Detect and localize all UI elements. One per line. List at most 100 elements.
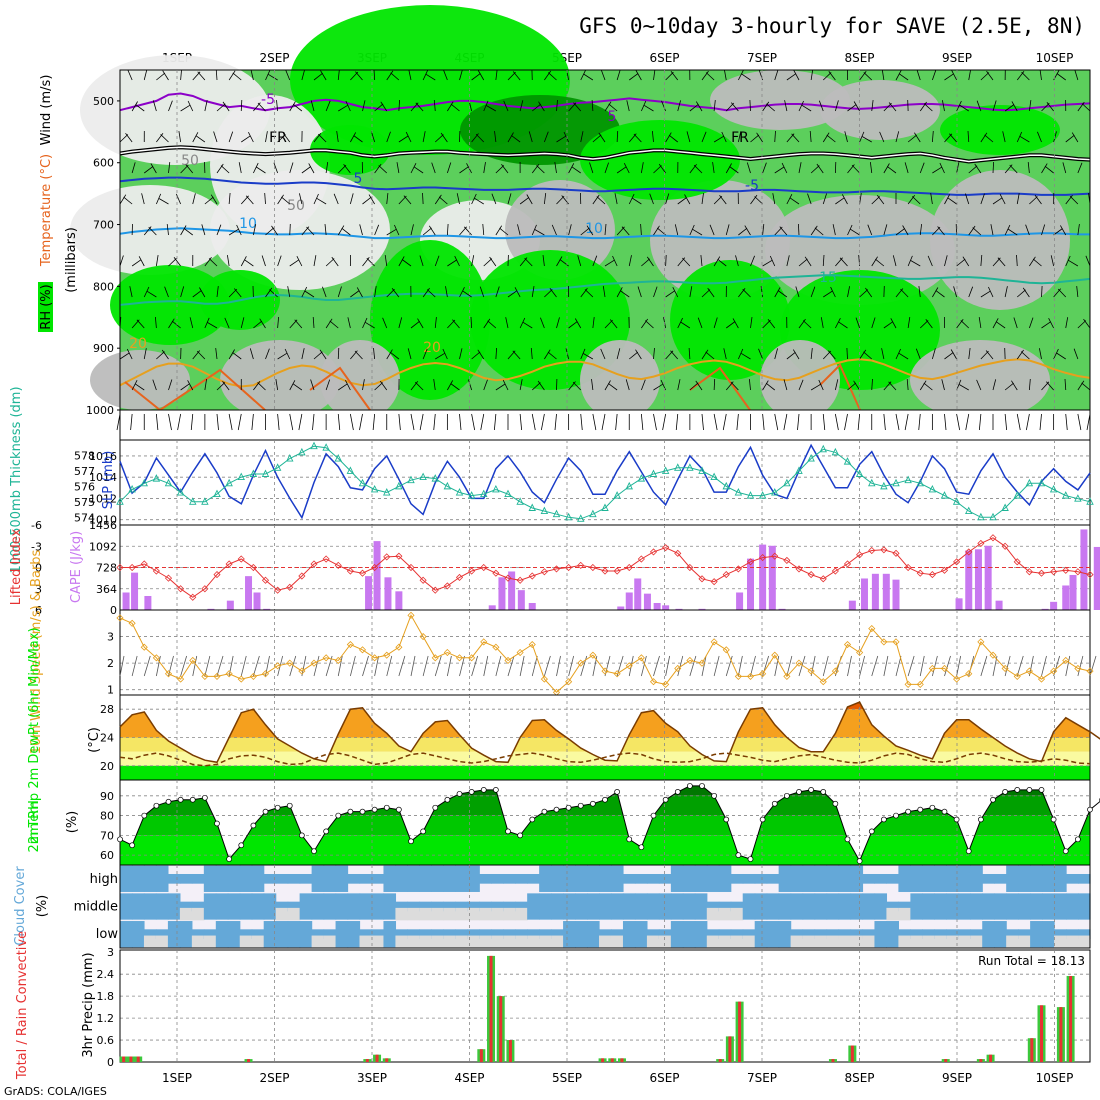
thickness-point: [589, 509, 597, 518]
rh2m-point: [953, 816, 960, 823]
wind-barb: [168, 379, 173, 391]
cloud-high-cell: [275, 873, 289, 884]
cloud-low-cell: [167, 921, 181, 948]
lifted-index-point: [274, 586, 282, 594]
wind-barb: [355, 71, 363, 81]
wind-barb: [347, 317, 351, 329]
wind-barb: [717, 258, 727, 267]
wind10-point: [674, 664, 682, 673]
wind-barb: [828, 70, 836, 81]
wind-barb: [475, 133, 485, 143]
cloud-high-cell: [479, 873, 492, 884]
wind-barb: [502, 379, 509, 391]
date-label-top: 6SEP: [649, 51, 679, 65]
wind-barb: [907, 255, 913, 267]
cloud-low-low-cell: [599, 935, 612, 948]
cloud-units-label: (%): [35, 895, 50, 918]
wind-barb: [1037, 131, 1042, 143]
surface-wind-barb: [895, 413, 900, 431]
temp-units-label: (°C): [87, 727, 102, 753]
wind-barb: [962, 256, 970, 267]
wind-barb: [325, 162, 329, 174]
cloud-middle-cell: [1054, 893, 1067, 920]
cloud-low-cell: [850, 929, 864, 940]
wind-barb: [930, 193, 933, 205]
wind-barb: [180, 70, 182, 81]
surface-wind-barb: [722, 413, 727, 431]
wind10-barb: [907, 655, 915, 677]
wind-barb: [374, 286, 377, 298]
wind-barb: [767, 319, 776, 329]
wind-barb: [325, 318, 333, 329]
wind-barb: [519, 100, 524, 112]
cloud-low-cell: [227, 921, 241, 948]
wind-barb: [944, 73, 954, 81]
wind10-point: [746, 672, 755, 680]
wind-barb: [277, 134, 286, 143]
wind-barb: [156, 132, 164, 143]
wind-barb: [777, 290, 788, 298]
wind-barb: [362, 196, 372, 205]
cloud-low-low-cell: [922, 935, 935, 948]
cloud-low-cell: [1030, 921, 1043, 948]
cape-bar: [871, 573, 879, 610]
wind10-barb: [422, 655, 429, 677]
wind-barb: [876, 194, 885, 205]
wind-barb: [166, 224, 169, 236]
wind-barb: [1016, 131, 1023, 143]
lifted-index-point: [868, 546, 876, 555]
wind-barb: [233, 288, 242, 298]
cloud-low-cell: [622, 921, 636, 948]
wind-barb: [483, 162, 486, 174]
cloud-high-cell: [898, 865, 911, 892]
wind-barb: [713, 317, 718, 329]
wind10-point: [455, 654, 464, 662]
cloud-low-cell: [587, 921, 600, 948]
date-label-top: 2SEP: [259, 51, 289, 65]
surface-wind-barb: [480, 413, 485, 431]
wind-barb: [131, 259, 142, 267]
precip-convective-bar: [738, 1001, 742, 1062]
temp-green-base: [120, 765, 1090, 780]
wind-barb: [123, 196, 133, 205]
surface-wind-barb: [918, 413, 921, 431]
surface-wind-barb: [493, 413, 497, 431]
wind-barb: [464, 226, 472, 236]
lifted-index-point: [540, 568, 548, 576]
wind-barb: [281, 196, 291, 205]
lifted-index-point: [1037, 569, 1046, 577]
wind-barb: [862, 136, 872, 143]
lifted-index-point: [164, 574, 173, 582]
cloud-middle-cell: [682, 893, 696, 920]
wind-barb: [507, 132, 514, 143]
cloud-low-cell: [383, 921, 397, 948]
wind-barb: [758, 348, 763, 360]
surface-wind-barb: [1016, 413, 1021, 431]
precip-axis-label: Total / Rain Convective: [15, 931, 30, 1080]
precip-convective-bar: [1059, 1007, 1063, 1062]
wind-barb: [695, 101, 703, 112]
cloud-low-cell: [407, 929, 420, 940]
wind-barb: [1016, 193, 1020, 205]
wind10-point: [310, 659, 318, 667]
wind-barb: [428, 225, 436, 236]
wind10-barb: [689, 655, 697, 677]
wind-barb: [841, 194, 848, 205]
wind-barb: [596, 196, 606, 205]
lifted-index-point: [771, 552, 779, 560]
precip-convective-bar: [499, 996, 503, 1062]
wind-barb: [907, 317, 911, 329]
cloud-middle-cell: [203, 893, 217, 920]
surface-wind-barb: [736, 413, 739, 431]
wind-barb: [156, 72, 166, 81]
wind-barb: [850, 228, 860, 236]
wind-barb: [665, 193, 670, 205]
wind10-point: [819, 678, 827, 686]
cloud-high-cell: [143, 865, 157, 892]
wind-barb: [1048, 318, 1054, 329]
rh2m-point: [299, 832, 305, 839]
wind10-point: [807, 667, 815, 675]
cape-bar: [263, 608, 271, 610]
cloud-middle-cell: [730, 901, 744, 912]
wind-barb: [450, 383, 460, 391]
